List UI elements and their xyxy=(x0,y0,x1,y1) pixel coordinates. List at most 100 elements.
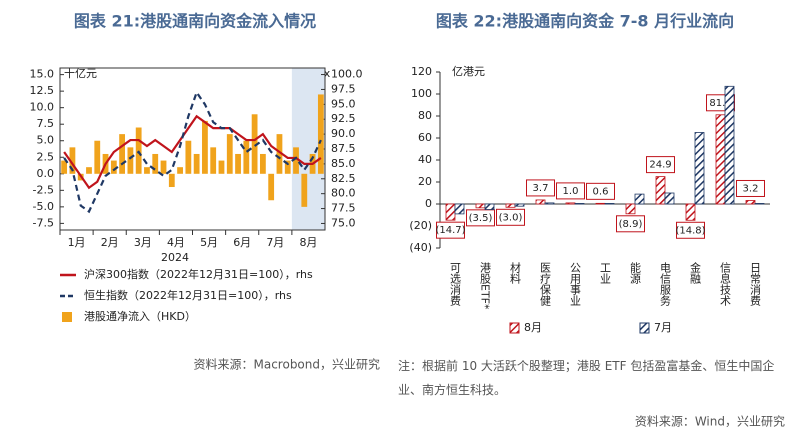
y2-tick-label: 85.0 xyxy=(331,157,356,170)
legend-label: 沪深300指数（2022年12月31日=100），rhs xyxy=(84,267,313,281)
y2-tick-label: 95.0 xyxy=(331,97,356,110)
bar xyxy=(694,132,705,205)
x-tick-label: 4月 xyxy=(167,236,185,249)
bar xyxy=(544,202,555,205)
y-tick-label: -7.5 xyxy=(33,216,54,229)
bar xyxy=(685,203,696,221)
bar xyxy=(284,160,291,174)
chart-title: 图表 21:港股通南向资金流入情况 xyxy=(74,12,316,31)
y-tick-label: 5.0 xyxy=(37,134,55,147)
bar xyxy=(210,147,217,174)
y-tick-label: 7.5 xyxy=(37,117,55,130)
bar xyxy=(574,203,585,205)
data-label: (3.5) xyxy=(469,213,493,224)
note: 注：根据前 10 大活跃个股整理；港股 ETF 包括盈富基金、恒生中国企业、南方… xyxy=(398,359,775,397)
data-label-box xyxy=(526,179,555,197)
bar xyxy=(226,134,233,174)
y-tick-label: 20 xyxy=(418,175,432,188)
y-tick-label: -5.0 xyxy=(33,200,54,213)
y-tick-label: 10.0 xyxy=(30,101,55,114)
bar xyxy=(655,176,666,205)
x-tick-label: 7月 xyxy=(266,236,284,249)
bar xyxy=(514,203,525,207)
data-label: 1.0 xyxy=(563,186,579,197)
data-label: 24.9 xyxy=(649,160,671,171)
y2-tick-label: 90.0 xyxy=(331,127,356,140)
bar xyxy=(268,173,275,201)
bar xyxy=(293,147,299,174)
x-tick-label: 6月 xyxy=(233,236,251,249)
bar xyxy=(193,153,200,174)
bar xyxy=(94,140,101,174)
bar xyxy=(110,160,117,174)
bar xyxy=(317,94,324,174)
bar xyxy=(475,203,486,209)
bar xyxy=(218,160,225,174)
x-tick-label vert: 港股ETF* xyxy=(479,262,492,310)
x-tick-label: 8月 xyxy=(299,236,317,249)
legend-label: 恒生指数（2022年12月31日=100），rhs xyxy=(84,288,292,302)
x-tick-label vert: 金融 xyxy=(689,261,702,285)
y-tick-label: (40) xyxy=(409,241,432,254)
bar xyxy=(715,114,726,205)
x-tick-label vert: 公用事业 xyxy=(569,262,582,306)
data-label: (8.9) xyxy=(619,219,643,230)
data-label-box xyxy=(616,215,645,233)
y-tick-label: 15.0 xyxy=(30,68,55,81)
x-tick-label: 5月 xyxy=(200,236,218,249)
bar xyxy=(664,192,675,205)
y2-tick-label: 92.5 xyxy=(331,112,356,125)
x-tick-label: 1月 xyxy=(68,236,86,249)
data-label: (14.8) xyxy=(675,225,705,236)
y-axis-label: 十亿元 xyxy=(64,66,97,80)
data-label: (14.7) xyxy=(435,225,465,236)
legend-swatch xyxy=(509,322,520,334)
x-tick-label vert: 电信服务 xyxy=(659,262,672,306)
bar xyxy=(595,202,606,205)
legend-swatch xyxy=(639,322,650,334)
data-label: 3.2 xyxy=(743,183,759,194)
bar xyxy=(127,147,134,174)
bar xyxy=(243,140,250,174)
bar xyxy=(259,153,266,174)
source: 资料来源：Wind，兴业研究 xyxy=(635,414,785,429)
bar xyxy=(454,203,465,215)
bar xyxy=(185,140,192,174)
y-tick-label: 2.5 xyxy=(37,150,55,163)
bar xyxy=(202,120,208,174)
x-tick-label vert: 可选消费 xyxy=(449,262,462,307)
y-tick-label: (20) xyxy=(409,219,432,232)
bar xyxy=(565,202,576,205)
bar xyxy=(484,203,495,210)
note-box: 注：根据前 10 大活跃个股整理；港股 ETF 包括盈富基金、恒生中国企业、南方… xyxy=(398,359,775,397)
source: 资料来源：Macrobond，兴业研究 xyxy=(194,357,381,372)
data-label: 81.1 xyxy=(709,98,731,109)
bar xyxy=(119,134,126,174)
y-axis-label: 亿港元 xyxy=(452,65,485,78)
x-tick-label: 2月 xyxy=(101,236,119,249)
x-tick-label vert: 信息技术 xyxy=(719,262,732,307)
y-tick-label: 40 xyxy=(418,153,432,166)
data-label: 0.6 xyxy=(593,186,609,197)
x-tick-label vert: 日常消费 xyxy=(749,262,762,307)
bar xyxy=(505,203,516,208)
bar xyxy=(745,200,756,205)
bar xyxy=(724,85,735,205)
bar xyxy=(251,114,258,174)
y-tick-label: 80 xyxy=(418,109,432,122)
line xyxy=(63,114,322,190)
x-tick-label vert: 医疗保健 xyxy=(539,262,552,306)
bar xyxy=(235,153,241,174)
data-label-box xyxy=(466,209,495,227)
data-label-box xyxy=(736,179,765,197)
y2-tick-label: 82.5 xyxy=(331,172,356,185)
bar xyxy=(86,167,92,174)
x-tick-label: 3月 xyxy=(134,236,152,249)
legend-label: 8月 xyxy=(524,321,542,334)
chart-title: 图表 22:港股通南向资金 7-8 月行业流向 xyxy=(436,12,734,31)
bar xyxy=(160,160,167,174)
y2-tick-label: 100.0 xyxy=(331,68,363,81)
x-tick-label vert: 工业 xyxy=(599,262,612,284)
y-tick-label: 120 xyxy=(411,65,432,78)
y2-tick-label: 77.5 xyxy=(331,202,356,215)
